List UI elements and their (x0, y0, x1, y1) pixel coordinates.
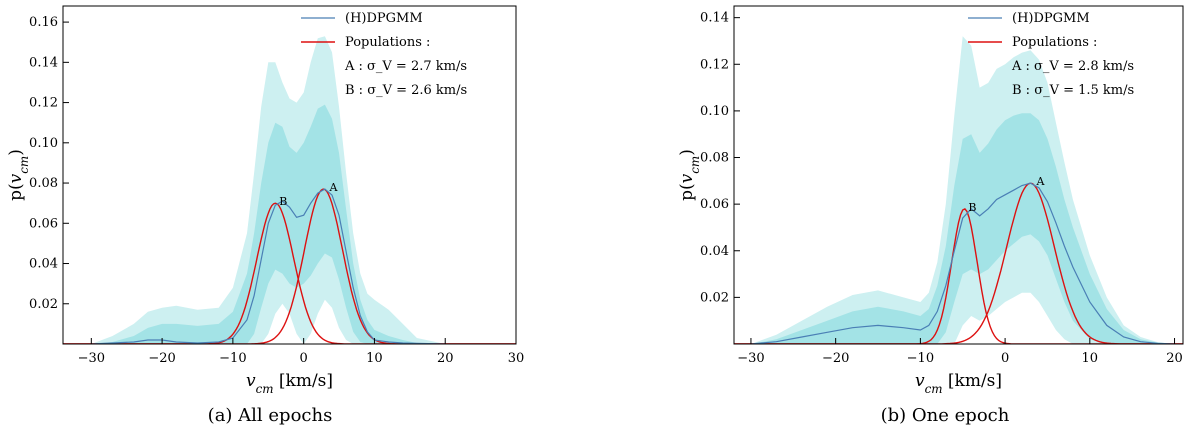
x-tick-label: −20 (148, 351, 175, 366)
legend-pop-b-label: B : σ_V = 1.5 km/s (1012, 83, 1134, 98)
population-a-curve (63, 188, 516, 344)
legend-pop-a-label: A : σ_V = 2.8 km/s (1011, 59, 1134, 74)
x-axis-label: vcm [km/s] (915, 371, 1002, 396)
legend-pop-b-label: B : σ_V = 2.6 km/s (345, 83, 467, 98)
peak-label-a: A (1036, 175, 1046, 188)
x-tick-label: −30 (737, 351, 764, 366)
x-tick-label: −30 (78, 351, 105, 366)
x-tick-label: 10 (366, 351, 383, 366)
legend-populations-label: Populations : (345, 35, 430, 50)
x-tick-label: −10 (907, 351, 934, 366)
plot-area (63, 36, 516, 344)
y-axis-label: p(vcm) (6, 149, 31, 201)
y-tick-label: 0.06 (700, 197, 729, 212)
legend-dpgmm-label: (H)DPGMM (345, 11, 423, 26)
x-tick-label: 30 (508, 351, 525, 366)
credible-band-middle (750, 113, 1175, 344)
plot-area (734, 36, 1183, 344)
legend: (H)DPGMM Populations : A : σ_V = 2.7 km/s B… (301, 11, 467, 98)
peak-label-b: B (968, 201, 976, 214)
plot-frame (62, 5, 517, 345)
y-tick-label: 0.06 (29, 216, 58, 231)
y-tick-label: 0.02 (700, 290, 729, 305)
x-tick-label: 20 (1166, 351, 1183, 366)
x-tick-label: 20 (437, 351, 454, 366)
panel-caption: (a) All epochs (208, 405, 333, 426)
dpgmm-median-line (750, 182, 1175, 344)
y-tick-label: 0.16 (29, 15, 58, 30)
y-tick-label: 0.08 (29, 176, 58, 191)
population-b-curve (734, 208, 1183, 344)
panel-one-epoch: A B −30 −20 −10 0 10 20 0.02 0.04 0.06 0.08 0.10 0.12… (677, 5, 1184, 426)
y-tick-label: 0.04 (29, 257, 58, 272)
dpgmm-median-line (91, 188, 446, 344)
x-axis-label: vcm [km/s] (246, 371, 333, 396)
x-tick-label: 0 (300, 351, 308, 366)
y-tick-label: 0.14 (700, 11, 729, 26)
y-tick-label: 0.08 (700, 151, 729, 166)
plot-frame (733, 5, 1184, 345)
y-axis-label: p(vcm) (677, 149, 702, 201)
y-tick-label: 0.10 (700, 104, 729, 119)
peak-label-b: B (279, 195, 287, 208)
y-tick-label: 0.02 (29, 297, 58, 312)
x-tick-label: 10 (1082, 351, 1099, 366)
panel-caption: (b) One epoch (881, 405, 1010, 426)
peak-label-a: A (328, 181, 338, 194)
y-tick-label: 0.12 (29, 96, 58, 111)
x-tick-label: 0 (1001, 351, 1009, 366)
legend-dpgmm-label: (H)DPGMM (1012, 11, 1090, 26)
population-a-curve (734, 182, 1183, 344)
legend-populations-label: Populations : (1012, 35, 1097, 50)
y-tick-label: 0.12 (700, 57, 729, 72)
panel-all-epochs: A B −30 −20 −10 0 10 20 30 0.02 0.04 0.06 0.08 0.10 0.… (6, 5, 525, 426)
legend: (H)DPGMM Populations : A : σ_V = 2.8 km/s B… (968, 11, 1134, 98)
x-tick-label: −20 (822, 351, 849, 366)
y-tick-label: 0.04 (700, 244, 729, 259)
y-tick-label: 0.14 (29, 55, 58, 70)
x-tick-label: −10 (219, 351, 246, 366)
y-tick-label: 0.10 (29, 136, 58, 151)
legend-pop-a-label: A : σ_V = 2.7 km/s (344, 59, 467, 74)
population-b-curve (63, 202, 516, 344)
